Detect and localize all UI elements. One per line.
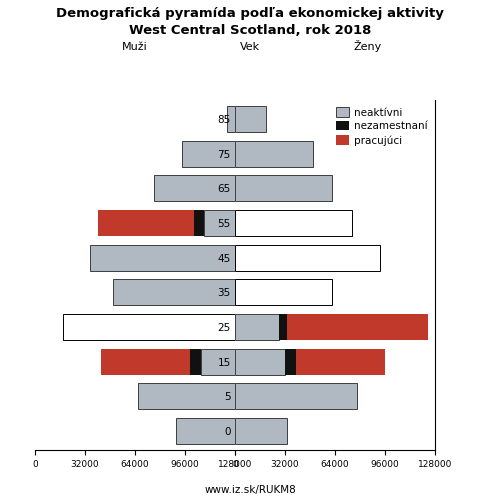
Bar: [235, 106, 266, 132]
Bar: [98, 210, 194, 236]
Bar: [194, 210, 204, 236]
Bar: [154, 176, 235, 202]
Bar: [182, 140, 235, 166]
Bar: [90, 244, 235, 270]
Bar: [235, 314, 279, 340]
Text: Vek: Vek: [240, 42, 260, 52]
Text: West Central Scotland, rok 2018: West Central Scotland, rok 2018: [129, 24, 371, 37]
Bar: [227, 106, 235, 132]
Bar: [288, 314, 428, 340]
Bar: [235, 280, 332, 305]
Bar: [235, 418, 286, 444]
Bar: [190, 348, 200, 374]
Bar: [113, 280, 235, 305]
Bar: [138, 384, 235, 409]
Bar: [235, 140, 313, 166]
Bar: [204, 210, 235, 236]
Bar: [296, 348, 385, 374]
Bar: [100, 348, 190, 374]
Bar: [63, 314, 235, 340]
Legend: neaktívni, nezamestnaní, pracujúci: neaktívni, nezamestnaní, pracujúci: [334, 105, 430, 148]
Text: Ženy: Ženy: [354, 40, 382, 52]
Bar: [200, 348, 235, 374]
Bar: [235, 384, 357, 409]
Bar: [279, 314, 287, 340]
Bar: [235, 210, 352, 236]
Text: Muži: Muži: [122, 42, 148, 52]
Bar: [235, 176, 332, 202]
Bar: [176, 418, 235, 444]
Bar: [285, 348, 296, 374]
Bar: [235, 244, 380, 270]
Text: www.iz.sk/RUKM8: www.iz.sk/RUKM8: [204, 485, 296, 495]
Bar: [235, 348, 285, 374]
Text: Demografická pyramída podľa ekonomickej aktivity: Demografická pyramída podľa ekonomickej …: [56, 8, 444, 20]
